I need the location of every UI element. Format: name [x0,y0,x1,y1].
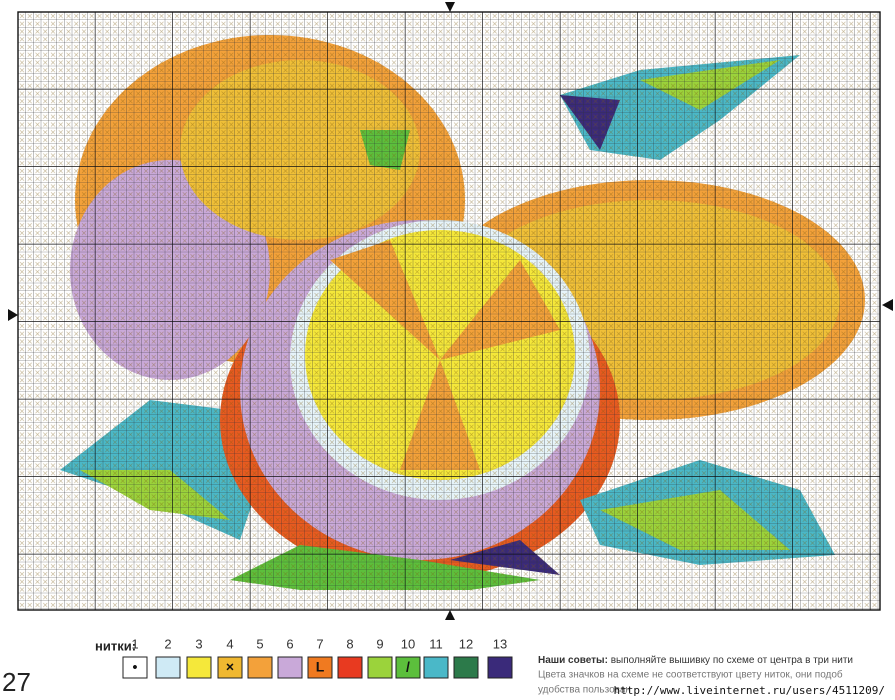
legend-number: 11 [429,636,443,651]
page-number: 27 [2,667,31,697]
legend-number: 1 [131,636,138,651]
legend-number: 10 [401,636,415,651]
legend-swatch [247,656,273,679]
legend-swatch [453,656,479,679]
tips-line: Наши советы: выполняйте вышивку по схеме… [538,655,853,666]
grid-major [17,11,881,611]
legend-swatch [487,656,513,679]
legend-number: 4 [226,636,233,651]
legend-swatch [423,656,449,679]
legend-symbol: • [133,659,138,675]
legend-number: 3 [195,636,202,651]
legend-number: 13 [493,636,507,651]
tips-line: удобства пользован [538,684,631,696]
legend-number: 2 [164,636,171,651]
center-arrow [8,309,18,321]
legend-swatch [337,656,363,679]
legend-number: 6 [286,636,293,651]
tips-line: Цвета значков на схеме не соответствуют … [538,669,843,681]
watermark: http://www.liveinternet.ru/users/4511209… [613,684,885,697]
tips-title: Наши советы: [538,655,608,666]
center-arrow [445,610,455,620]
center-arrow [882,299,893,311]
tips-text: выполняйте вышивку по схеме от центра в … [611,655,853,666]
legend-number: 9 [376,636,383,651]
legend-swatch [367,656,393,679]
legend-swatch [122,656,148,679]
legend-number: 7 [316,636,323,651]
legend-swatch [217,656,243,679]
legend-swatch [155,656,181,679]
legend-symbol: / [406,659,410,675]
legend-symbol: L [316,659,325,675]
legend-swatch [395,656,421,679]
legend-swatch [186,656,212,679]
legend-swatch [307,656,333,679]
legend: 1 • 2 3 4 × 5 6 7 L 8 9 10 / 11 12 13 [122,636,513,679]
center-arrow [445,2,455,12]
legend-symbol: × [226,659,234,675]
legend-label: нитки: [95,638,136,653]
legend-number: 12 [459,636,473,651]
legend-number: 8 [346,636,353,651]
legend-number: 5 [256,636,263,651]
legend-swatch [277,656,303,679]
